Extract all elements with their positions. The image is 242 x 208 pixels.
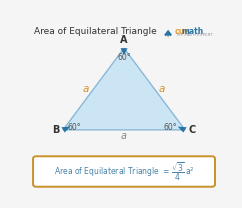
Polygon shape [164,30,172,37]
Polygon shape [121,48,128,55]
Text: C: C [189,125,196,135]
Text: 60°: 60° [117,53,131,62]
Text: A: A [120,35,128,45]
Polygon shape [167,36,169,38]
Polygon shape [178,127,187,132]
Text: cue: cue [175,27,190,36]
Text: a: a [159,84,165,94]
Text: a: a [121,131,127,141]
Text: 60°: 60° [68,123,81,132]
Text: Area of Equilateral Triangle $=\,\dfrac{\sqrt{3}}{4}\,\mathrm{a}^2$: Area of Equilateral Triangle $=\,\dfrac{… [54,160,194,183]
Text: a: a [83,84,89,94]
Text: B: B [52,125,59,135]
Text: Area of Equilateral Triangle: Area of Equilateral Triangle [34,27,157,36]
Polygon shape [63,48,185,130]
Text: 60°: 60° [164,123,177,132]
Text: math: math [181,27,204,36]
FancyBboxPatch shape [33,156,215,187]
Polygon shape [61,127,70,132]
Text: THE MATH EXPERT: THE MATH EXPERT [175,33,212,37]
